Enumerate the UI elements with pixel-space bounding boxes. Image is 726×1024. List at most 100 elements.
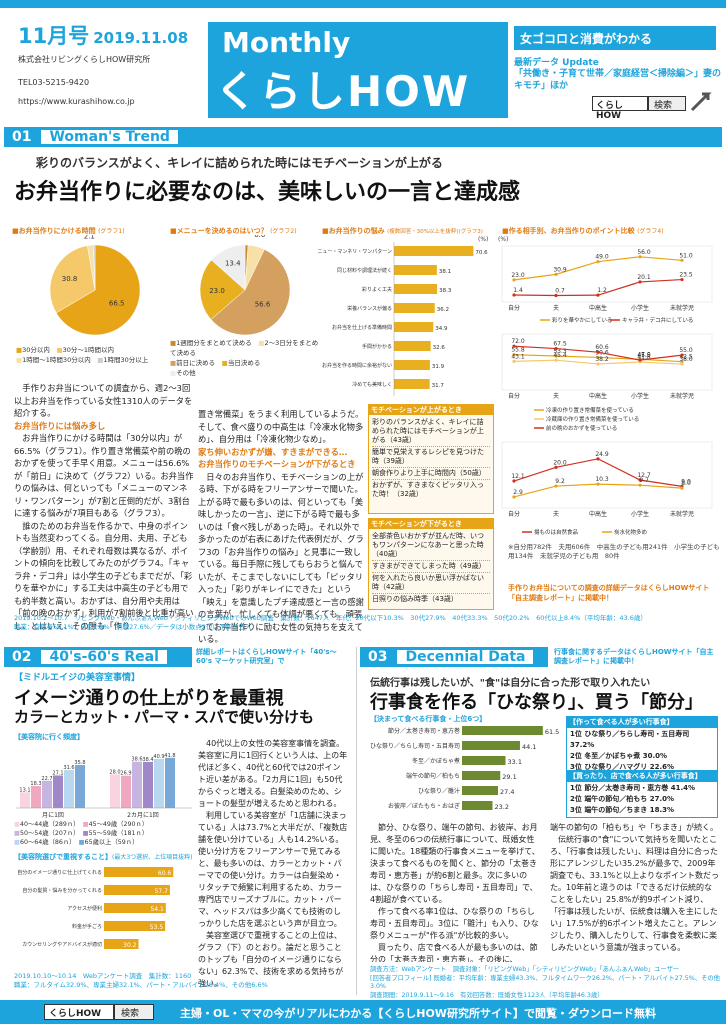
section-01-bar: 01 Woman's Trend xyxy=(4,127,722,147)
section-label: Woman's Trend xyxy=(39,128,180,146)
data-point xyxy=(554,465,558,469)
data-point xyxy=(680,277,684,282)
bar xyxy=(394,360,430,370)
data-point xyxy=(596,355,600,360)
bar xyxy=(64,770,74,808)
category-label: 冷めても美味しく xyxy=(352,381,392,388)
data-point xyxy=(638,255,642,259)
make-title: 【作って食べる人が多い行事食】 xyxy=(566,716,718,728)
g4-unit: (%) xyxy=(498,236,509,243)
data-point xyxy=(512,353,516,357)
tick-label: 中高生 xyxy=(589,304,607,312)
data-label: 29.1 xyxy=(502,773,516,781)
category-label: ひな祭り／雛汁 xyxy=(418,787,460,795)
data-label: 34.9 xyxy=(435,326,448,332)
search-button[interactable]: 検索 xyxy=(648,96,686,111)
data-point xyxy=(554,272,558,276)
data-label: 31.7 xyxy=(432,383,445,389)
tick-label: 自分 xyxy=(508,304,520,312)
s2-g1-legend: ■40～44歳（289ｎ） ■45～49歳（290ｎ） ■50～54歳（207ｎ… xyxy=(14,821,149,846)
bar xyxy=(143,761,153,808)
pie-slice xyxy=(199,259,246,320)
bar xyxy=(20,792,30,808)
tick-label: 小学生 xyxy=(631,510,649,518)
category-label: お弁当を作る時間に余裕がない xyxy=(322,362,392,369)
data-label: 23.0 xyxy=(209,287,225,295)
category-label: 冬至／かぼちゃ煮 xyxy=(412,757,460,765)
data-point xyxy=(512,293,516,297)
data-label: 6.0 xyxy=(254,235,265,239)
pie-slice xyxy=(211,244,246,291)
search-input[interactable]: くらしHOW xyxy=(592,96,648,121)
tick-label: 未就学児 xyxy=(670,510,694,518)
bar xyxy=(31,786,41,808)
data-label: 66.5 xyxy=(109,299,125,307)
pie-slice xyxy=(49,245,96,314)
data-point xyxy=(638,280,642,284)
data-label: 22.7 xyxy=(41,776,52,782)
data-point xyxy=(680,360,684,364)
data-label: 38.3 xyxy=(439,288,452,294)
s2-link[interactable]: 詳細レポートはくらしHOWサイト「40's～60's マーケット研究室」で xyxy=(196,648,337,665)
g1-legend: ■30分以内 ■30分～1時間以内 ■1時間～1時間30分以内 ■1時間30分以… xyxy=(16,346,149,364)
s1-text-col1: 手作りお弁当についての調査から、週2～3回以上お弁当を作っている女性1310人の… xyxy=(14,383,194,631)
data-label: 12.7 xyxy=(637,472,651,479)
data-label: 61.5 xyxy=(545,728,559,736)
bar-chart-worries: メニュー・マンネリ・ワンパターン 70.6 同じ材料や調理法が続く 38.1 彩りよく工… xyxy=(318,242,488,396)
data-label: 44.1 xyxy=(522,743,536,751)
data-label: 72.0 xyxy=(511,338,525,345)
data-label: 1.1 xyxy=(241,235,252,237)
data-label: 47.0 xyxy=(637,351,651,358)
tick-label: 未就学児 xyxy=(670,392,694,400)
tick-label: 小学生 xyxy=(631,392,649,400)
s2-g2-title: 【美容院選びで重視すること】(最大3つ選択、上位項目抜粋) xyxy=(14,853,193,861)
data-label: 55.8 xyxy=(511,347,525,354)
s1-link[interactable]: 手作りお弁当についての調査の詳細データはくらしHOWサイト「自主調査レポート」に… xyxy=(508,584,710,602)
header-top-bar xyxy=(0,0,726,8)
data-point xyxy=(596,457,600,461)
bar xyxy=(394,379,430,389)
data-label: 42.5 xyxy=(679,354,693,361)
footer-search-button[interactable]: 検索 xyxy=(114,1004,154,1020)
legend-label: 前の晩のおかずを使っている xyxy=(546,424,617,432)
category-label: カウンセリングやアドバイスが適切 xyxy=(22,941,102,948)
bar xyxy=(394,265,437,275)
data-label: 53.5 xyxy=(150,924,164,931)
data-label: 9.2 xyxy=(555,478,565,485)
down-title: モチベーションが下がるとき xyxy=(368,518,494,530)
g4-note: ※自分用782件 夫用606件 中高生の子ども用241件 小学生の子ども用134… xyxy=(508,543,720,560)
data-point xyxy=(638,358,642,362)
data-label: 20.1 xyxy=(637,274,651,281)
website-url[interactable]: https://www.kurashihow.co.jp xyxy=(18,97,135,106)
data-point xyxy=(554,293,558,298)
data-point xyxy=(638,483,642,487)
s1-source: 2019.10.2～10.7 リビングWeb・あんふぁんWeb・シティリビングW… xyxy=(14,614,647,631)
g4-title: ■作る相手別、お弁当作りのポイント比較 (グラフ4) xyxy=(502,227,664,235)
data-label: 10.3 xyxy=(595,476,609,483)
s2-g1-title: 【美容院に行く頻度】 xyxy=(14,733,84,741)
footer: くらしHOW 検索 主婦・OL・ママの今がリアルにわかる【くらしHOW研究所サイ… xyxy=(0,1000,726,1024)
data-label: 38.1 xyxy=(439,269,451,275)
data-label: 23.5 xyxy=(679,272,693,279)
bar xyxy=(462,726,543,735)
data-point xyxy=(596,362,600,366)
data-point xyxy=(554,354,558,358)
s3-link[interactable]: 行事食に関するデータはくらしHOWサイト「自主調査レポート」に掲載中！ xyxy=(554,648,714,665)
bar xyxy=(394,246,474,256)
pie-slice xyxy=(93,244,96,291)
brand-block xyxy=(208,22,508,118)
data-label: 40.9 xyxy=(153,754,164,760)
bar xyxy=(394,284,438,294)
divider xyxy=(356,647,357,995)
bar-chart-salon-choice: 自分のイメージ通りに仕上げてくれる 60.6 自分の髪質・悩みを分かってくれる 57.… xyxy=(17,867,174,949)
issue-label: 11月号 2019.11.08 xyxy=(18,24,189,48)
data-point xyxy=(512,479,516,483)
s1-text-col2: 置き常備菜」をうまく利用しているようだ。そして、食べ盛りの中高生は「冷凍水化物多… xyxy=(198,409,364,644)
data-point xyxy=(596,482,600,486)
footer-search-input[interactable]: くらしHOW xyxy=(44,1004,114,1020)
section-number: 01 xyxy=(12,129,32,145)
bar xyxy=(104,939,139,949)
tick-label: 小学生 xyxy=(631,304,649,312)
make-list: 1位 ひな祭り／ちらし寿司・五目寿司 37.2% 2位 冬至／かぼちゃ煮 30.… xyxy=(566,727,718,775)
data-label: 38.4 xyxy=(142,757,153,763)
